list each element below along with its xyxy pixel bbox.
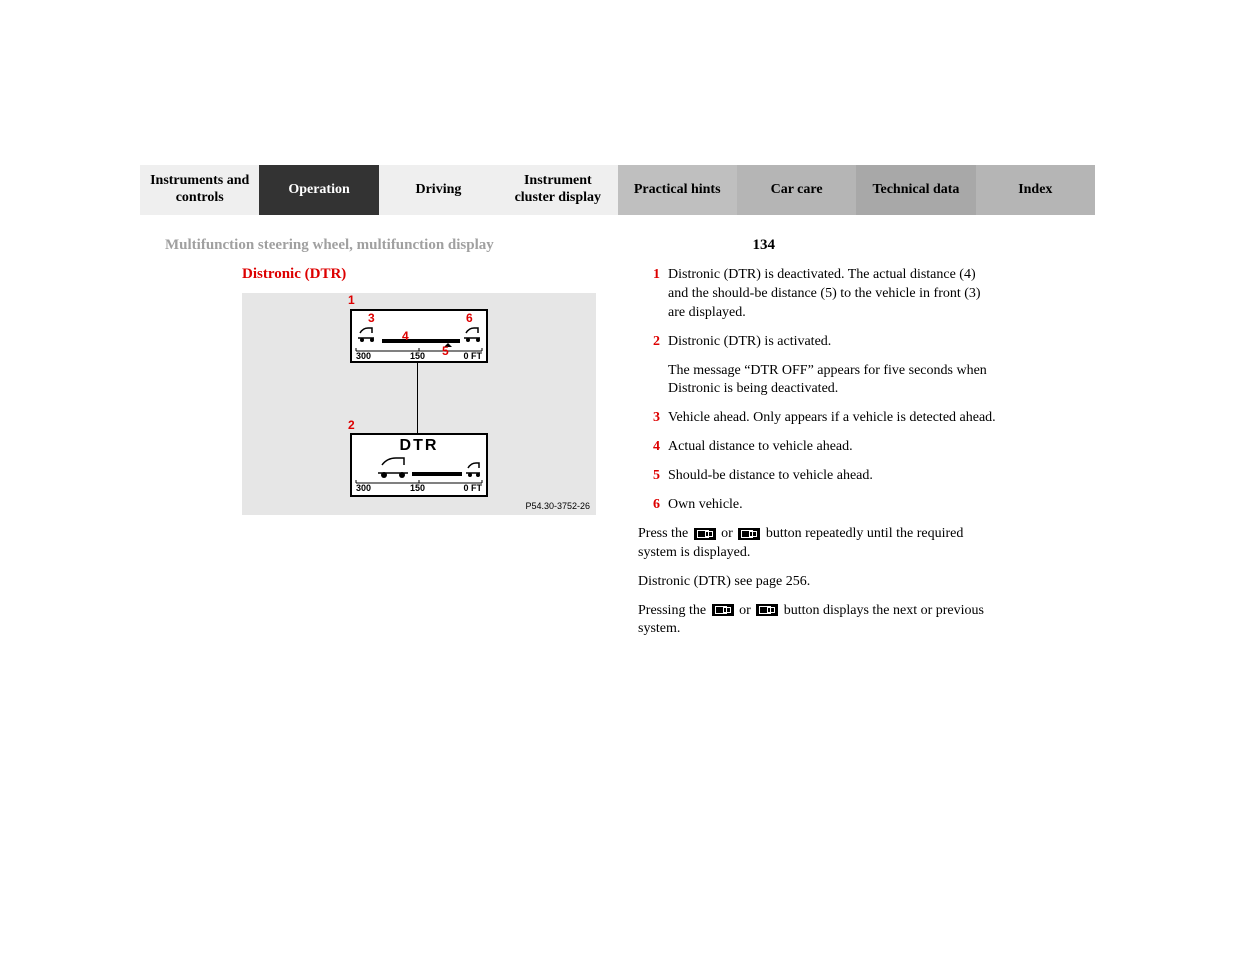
see-page-ref: Distronic (DTR) see page 256. xyxy=(638,573,998,592)
list-item: 4 Actual distance to vehicle ahead. xyxy=(638,438,998,457)
prev-system-icon xyxy=(694,528,716,540)
nav-tabs: Instruments and controls Operation Drivi… xyxy=(140,165,1095,215)
tab-technical-data[interactable]: Technical data xyxy=(856,165,975,215)
p3b: or xyxy=(736,603,755,618)
list-num-2: 2 xyxy=(638,333,660,352)
tab-instrument-cluster[interactable]: Instrument cluster display xyxy=(498,165,617,215)
p1a: Press the xyxy=(638,526,692,541)
manual-page: Instruments and controls Operation Drivi… xyxy=(140,165,1095,649)
list-text-5: Should-be distance to vehicle ahead. xyxy=(668,467,998,486)
callout-1: 1 xyxy=(348,293,355,307)
screen1-scale-0ft: 0 FT xyxy=(463,351,482,361)
list-text-2: Distronic (DTR) is activated. xyxy=(668,333,998,352)
callout-4: 4 xyxy=(402,329,409,343)
prev-system-icon xyxy=(712,604,734,616)
p1b: or xyxy=(718,526,737,541)
tab-car-care[interactable]: Car care xyxy=(737,165,856,215)
page-header: Multifunction steering wheel, multifunct… xyxy=(140,237,1095,254)
screen2-scale-0ft: 0 FT xyxy=(463,483,482,493)
list-num-4: 4 xyxy=(638,438,660,457)
next-system-icon xyxy=(738,528,760,540)
screen1-scale-300: 300 xyxy=(356,351,371,361)
list-item: 6 Own vehicle. xyxy=(638,496,998,515)
callout-3: 3 xyxy=(368,311,375,325)
tab-practical-hints[interactable]: Practical hints xyxy=(618,165,737,215)
tab-index[interactable]: Index xyxy=(976,165,1095,215)
list-item: 3 Vehicle ahead. Only appears if a vehic… xyxy=(638,409,998,428)
screen1-scale-150: 150 xyxy=(410,351,425,361)
distronic-diagram: 1 xyxy=(242,293,596,515)
list-num-5: 5 xyxy=(638,467,660,486)
callout-6: 6 xyxy=(466,311,473,325)
list-item: 5 Should-be distance to vehicle ahead. xyxy=(638,467,998,486)
tab-operation[interactable]: Operation xyxy=(259,165,378,215)
left-column: Distronic (DTR) 1 xyxy=(140,266,638,649)
screen2-scale-150: 150 xyxy=(410,483,425,493)
list-text-1: Distronic (DTR) is deactivated. The actu… xyxy=(668,266,998,323)
tab-driving[interactable]: Driving xyxy=(379,165,498,215)
list-item: 1 Distronic (DTR) is deactivated. The ac… xyxy=(638,266,998,323)
section-title: Distronic (DTR) xyxy=(242,266,638,283)
list-text-3: Vehicle ahead. Only appears if a vehicle… xyxy=(668,409,998,428)
next-system-icon xyxy=(756,604,778,616)
callout-2: 2 xyxy=(348,418,355,432)
list-num-6: 6 xyxy=(638,496,660,515)
callout-5: 5 xyxy=(442,344,449,358)
instruction-pressing: Pressing the or button displays the next… xyxy=(638,602,998,640)
list-text-6: Own vehicle. xyxy=(668,496,998,515)
instruction-press: Press the or button repeatedly until the… xyxy=(638,525,998,563)
content-area: Distronic (DTR) 1 xyxy=(140,266,1095,649)
list-num-3: 3 xyxy=(638,409,660,428)
right-column: 1 Distronic (DTR) is deactivated. The ac… xyxy=(638,266,998,649)
list-text-4: Actual distance to vehicle ahead. xyxy=(668,438,998,457)
list-item: 2 Distronic (DTR) is activated. xyxy=(638,333,998,352)
tab-instruments-controls[interactable]: Instruments and controls xyxy=(140,165,259,215)
section-path: Multifunction steering wheel, multifunct… xyxy=(165,237,735,254)
diagram-reference: P54.30-3752-26 xyxy=(525,501,590,511)
diagram-screen-2: DTR 300 150 xyxy=(350,433,488,497)
diagram-connector xyxy=(417,361,418,433)
page-number: 134 xyxy=(735,237,775,254)
list-subtext-2: The message “DTR OFF” appears for five s… xyxy=(668,362,998,400)
list-num-1: 1 xyxy=(638,266,660,323)
p3a: Pressing the xyxy=(638,603,710,618)
screen2-scale-300: 300 xyxy=(356,483,371,493)
